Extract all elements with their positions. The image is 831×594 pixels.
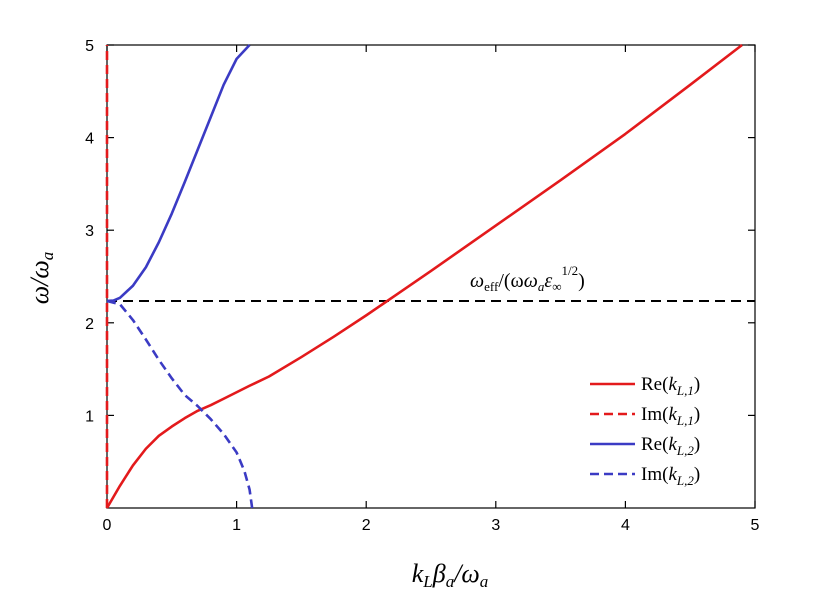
y-tick-label: 5	[85, 38, 94, 55]
x-tick-label: 2	[362, 517, 371, 534]
series-line-4	[106, 299, 254, 509]
legend-label-2: Im(kL,1)	[641, 404, 700, 428]
x-axis-label: kLβa/ωa	[412, 559, 489, 591]
series-line-3	[106, 44, 251, 303]
y-tick-label: 3	[85, 223, 94, 240]
x-tick-label: 1	[232, 517, 241, 534]
x-tick-label: 0	[103, 517, 112, 534]
x-tick-label: 5	[751, 517, 760, 534]
y-tick-label: 2	[85, 316, 94, 333]
reference-line-annotation: ωeff/(ωωaε∞1/2)	[470, 263, 585, 294]
ticks: 0 1 2 3 4 5 1 2 3 4 5	[85, 38, 759, 534]
legend-label-1: Re(kL,1)	[641, 374, 700, 398]
y-tick-label: 4	[85, 131, 94, 148]
x-tick-label: 4	[621, 517, 630, 534]
legend: Re(kL,1) Im(kL,1) Re(kL,2) Im(kL,2)	[590, 374, 700, 488]
legend-label-3: Re(kL,2)	[641, 434, 700, 458]
x-tick-label: 3	[491, 517, 500, 534]
legend-label-4: Im(kL,2)	[641, 464, 700, 488]
y-tick-label: 1	[85, 408, 94, 425]
series-lines	[105, 43, 743, 509]
y-axis-label: ω/ωa	[25, 252, 57, 304]
series-line-1	[105, 43, 743, 509]
